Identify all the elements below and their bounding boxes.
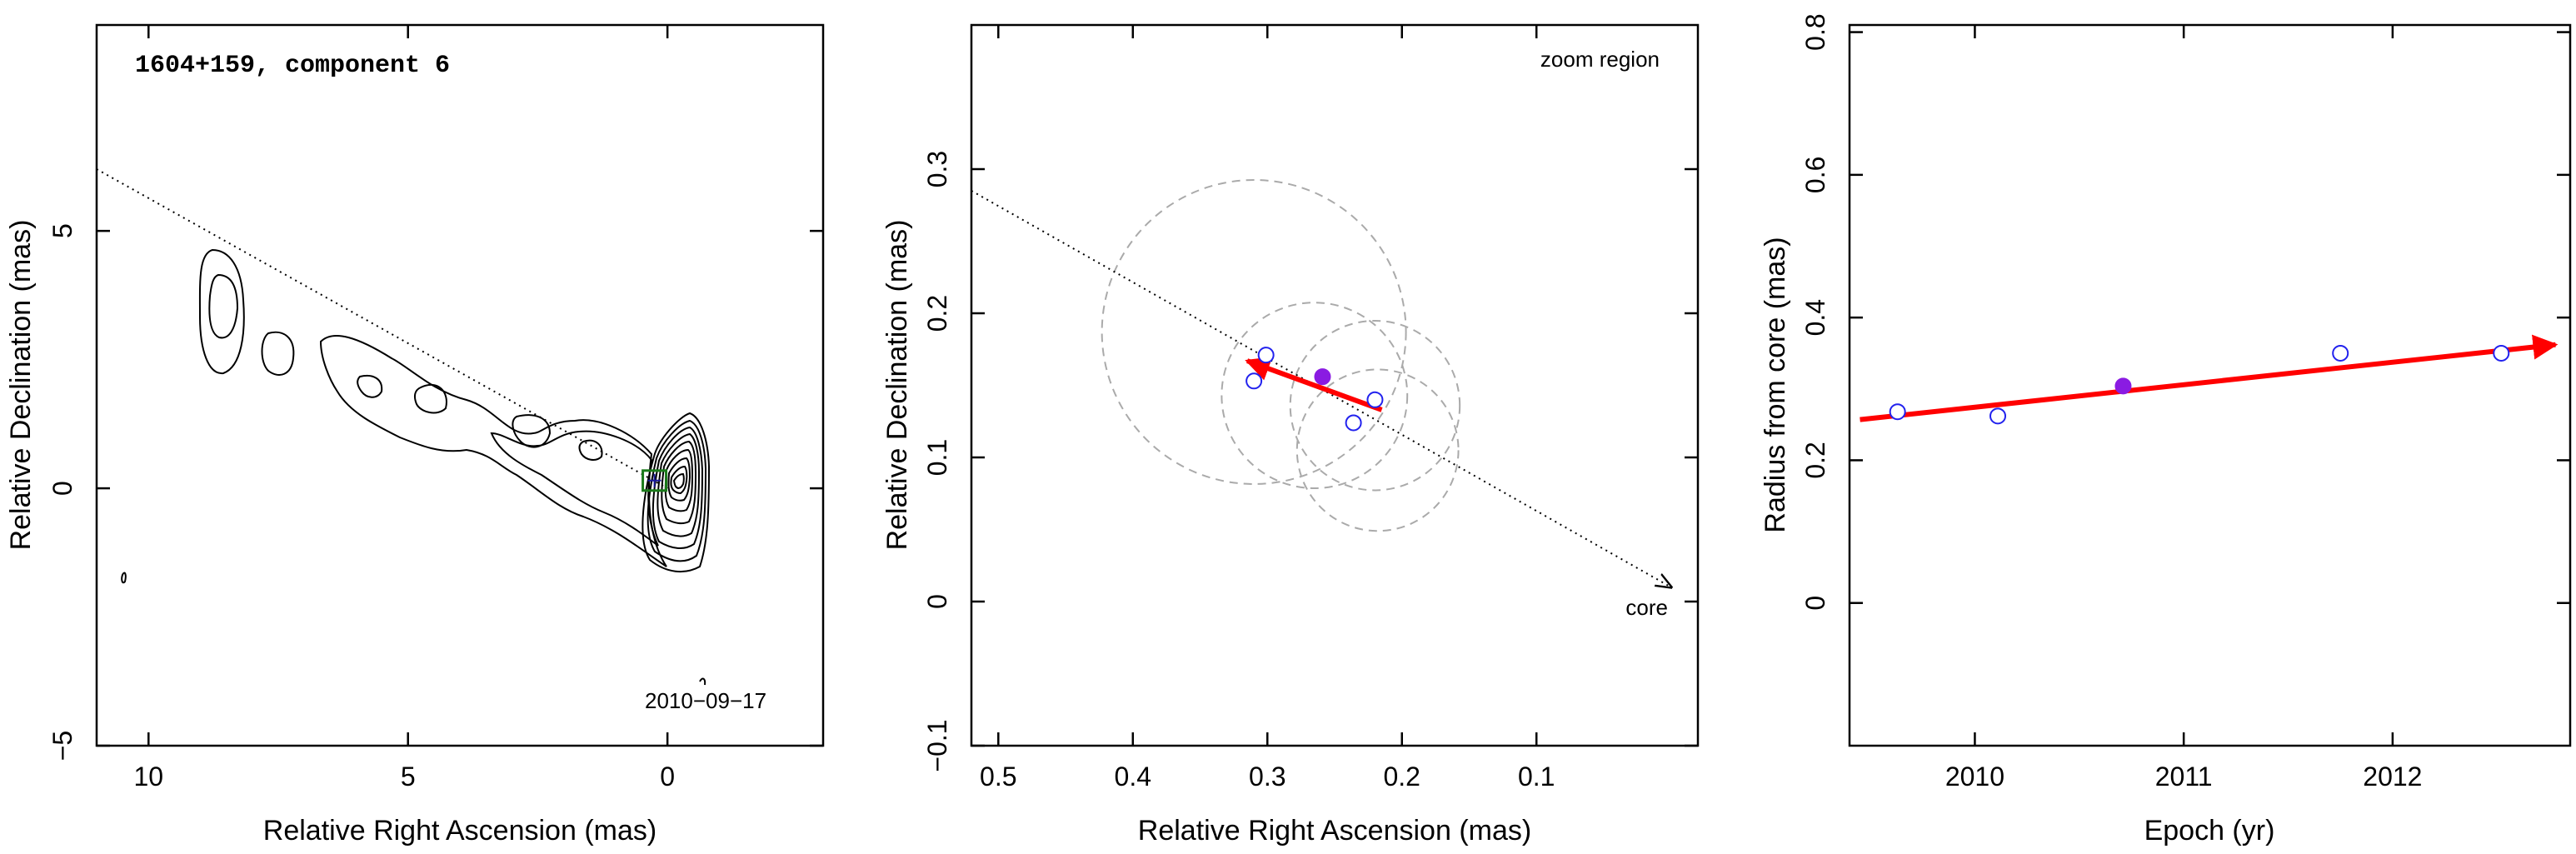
jet-contour-map <box>121 248 711 686</box>
contour-level <box>646 419 707 562</box>
radius-point-current <box>2114 377 2132 395</box>
contour-inner-jet <box>490 430 659 547</box>
contour-level <box>664 448 694 512</box>
x-tick-label: 2011 <box>2155 762 2213 792</box>
y-axis-title-1: Relative Declination (mas) <box>5 220 37 551</box>
epoch-date-label: 2010−09−17 <box>645 688 766 713</box>
contour-island <box>208 273 239 339</box>
contour-knot <box>413 383 447 414</box>
radial-motion-fit-line <box>1860 334 2559 422</box>
radius-point <box>2332 344 2349 362</box>
y-axis-ticks-3: 0 0.2 0.4 0.6 0.8 <box>1800 13 2570 611</box>
contour-level <box>661 440 697 525</box>
x-axis-title-1: Relative Right Ascension (mas) <box>263 815 656 847</box>
component-size-circle <box>1101 179 1407 485</box>
panel-contour-map: 10 5 0 −5 0 5 <box>5 23 825 847</box>
y-tick-label: 0.6 <box>1800 157 1830 193</box>
x-axis-ticks-3: 2010 2011 2012 <box>1945 25 2422 792</box>
y-axis-title-2: Relative Declination (mas) <box>881 220 913 551</box>
x-tick-label: 0.2 <box>1383 762 1420 792</box>
contour-level <box>667 457 691 502</box>
y-tick-label: 0.3 <box>922 151 952 187</box>
component-marker <box>642 469 668 492</box>
y-tick-label: −0.1 <box>922 719 952 772</box>
panel-radius-vs-epoch: 2010 2011 2012 0 0.2 0.4 0.6 0.8 Epoch (yr) Ra… <box>1760 13 2572 847</box>
contour-level <box>672 472 685 490</box>
x-axis-ticks-2: 0.5 0.4 0.3 0.2 0.1 <box>980 25 1555 792</box>
y-tick-label: −5 <box>47 731 77 761</box>
y-tick-label: 0 <box>1800 596 1830 611</box>
radius-point <box>2493 344 2510 362</box>
y-tick-label: 0.8 <box>1800 13 1830 50</box>
contour-level <box>656 432 701 537</box>
jet-position-angle-line <box>96 168 668 489</box>
contour-speck <box>121 572 127 584</box>
contour-knot <box>578 439 603 461</box>
contour-outer-jet <box>319 335 667 567</box>
position-point <box>1257 347 1275 364</box>
component-size-circle <box>1221 302 1409 490</box>
contour-level <box>651 426 704 549</box>
y-axis-ticks-1: −5 0 5 <box>47 223 823 761</box>
panel-zoom-region: 0.5 0.4 0.3 0.2 0.1 −0.1 0 0.1 0.2 0.3 zoom regi… <box>881 23 1700 847</box>
position-point <box>1345 414 1362 432</box>
contour-speck <box>699 677 706 686</box>
radius-point <box>1989 407 2007 425</box>
x-tick-label: 0.1 <box>1518 762 1555 792</box>
contour-island <box>198 248 245 375</box>
x-tick-label: 2010 <box>1945 762 2004 792</box>
component-positions <box>1246 347 1384 432</box>
contour-level <box>642 412 711 573</box>
radius-point <box>1889 403 1906 421</box>
y-axis-title-3: Radius from core (mas) <box>1760 237 1791 532</box>
plot-frame-2 <box>970 23 1700 747</box>
core-label: core <box>1625 595 1668 620</box>
x-axis-ticks-1: 10 5 0 <box>133 25 675 792</box>
x-tick-label: 0.5 <box>980 762 1016 792</box>
x-tick-label: 0.4 <box>1115 762 1151 792</box>
y-tick-label: 0.4 <box>1800 299 1830 336</box>
component-size-circles <box>1101 179 1461 532</box>
proper-motion-vector <box>1245 357 1383 412</box>
y-tick-label: 5 <box>47 223 77 238</box>
y-tick-label: 0 <box>922 594 952 609</box>
contour-island <box>261 331 295 376</box>
y-tick-label: 0 <box>47 481 77 496</box>
radius-measurements <box>1889 344 2510 425</box>
contour-level <box>670 465 688 495</box>
plot-frame-1 <box>95 23 825 747</box>
y-axis-ticks-2: −0.1 0 0.1 0.2 0.3 <box>922 151 1698 772</box>
zoom-region-label: zoom region <box>1540 47 1660 72</box>
component-box <box>642 469 668 492</box>
x-tick-label: 10 <box>133 762 163 792</box>
contour-knot <box>357 375 383 398</box>
component-size-circle <box>1289 319 1461 492</box>
position-point-current <box>1314 368 1331 386</box>
y-tick-label: 0.2 <box>922 295 952 332</box>
x-tick-label: 0.3 <box>1249 762 1286 792</box>
x-axis-title-2: Relative Right Ascension (mas) <box>1138 815 1531 847</box>
x-tick-label: 2012 <box>2363 762 2422 792</box>
x-tick-label: 0 <box>660 762 675 792</box>
y-tick-label: 0.2 <box>1800 442 1830 478</box>
y-tick-label: 0.1 <box>922 439 952 476</box>
component-cross <box>647 473 661 487</box>
position-point <box>1246 372 1263 390</box>
component-size-circle <box>1295 368 1460 532</box>
x-tick-label: 5 <box>401 762 416 792</box>
plot-frame-3 <box>1848 23 2572 747</box>
x-axis-title-3: Epoch (yr) <box>2144 815 2275 847</box>
position-point <box>1366 391 1384 408</box>
panel-title: 1604+159, component 6 <box>135 52 450 80</box>
